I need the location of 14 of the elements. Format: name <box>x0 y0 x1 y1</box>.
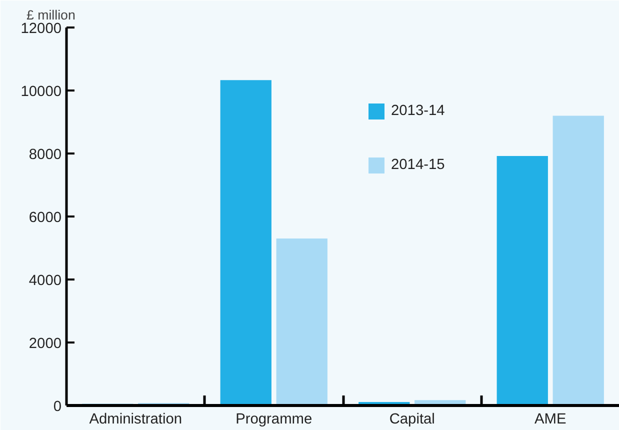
y-tick-label: 12000 <box>20 21 62 37</box>
y-tick-label: 10000 <box>20 84 62 100</box>
x-tick-label: Capital <box>389 412 435 428</box>
y-tick-label: 8000 <box>28 147 62 163</box>
y-axis-title: £ million <box>26 8 76 22</box>
y-tick-label: 0 <box>53 399 62 415</box>
legend-label: 2013-14 <box>391 103 445 119</box>
y-tick-label: 4000 <box>28 273 62 289</box>
legend-label: 2014-15 <box>391 157 445 173</box>
x-tick-label: Programme <box>236 412 312 428</box>
x-tick-label: AME <box>534 412 566 428</box>
x-tick-label: Administration <box>89 412 182 428</box>
y-tick-label: 2000 <box>28 336 62 352</box>
y-tick-label: 6000 <box>28 210 62 226</box>
